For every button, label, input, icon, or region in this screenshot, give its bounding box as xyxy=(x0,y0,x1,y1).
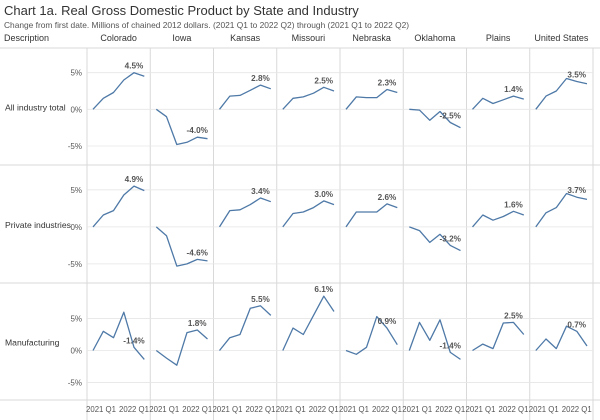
data-label: 1.6% xyxy=(504,200,523,209)
x-tick-label: 2021 Q1 xyxy=(466,405,496,414)
chart-structure xyxy=(0,47,600,420)
data-label: -1.4% xyxy=(123,336,145,345)
row-label-all-industry-total: All industry total xyxy=(5,103,66,113)
column-header-colorado: Colorado xyxy=(100,33,137,43)
data-label: -2.5% xyxy=(440,112,462,121)
x-tick-label: 2022 Q1 xyxy=(435,405,465,414)
series-line-manufacturing-iowa xyxy=(155,329,208,366)
x-tick-label: 2022 Q1 xyxy=(562,405,592,414)
series-line-manufacturing-united-states xyxy=(535,325,588,351)
data-label: -4.0% xyxy=(187,126,209,135)
series-line-private-industries-united-states xyxy=(535,192,588,228)
data-label: 1.8% xyxy=(188,319,207,328)
data-label: 3.7% xyxy=(567,186,586,195)
data-label: 2.3% xyxy=(378,79,397,88)
series-line-private-industries-kansas xyxy=(218,197,272,228)
chart-labels: Description Colorado Iowa Kansas Missouri Neb… xyxy=(4,33,592,414)
x-tick-label: 2021 Q1 xyxy=(339,405,369,414)
series-line-all-industry-total-kansas xyxy=(218,84,272,110)
row-label-manufacturing: Manufacturing xyxy=(5,338,60,348)
x-tick-label: 2021 Q1 xyxy=(529,405,559,414)
chart-title: Chart 1a. Real Gross Domestic Product by… xyxy=(4,3,359,18)
series-line-manufacturing-kansas xyxy=(218,305,272,351)
data-label: 1.4% xyxy=(504,85,523,94)
series-line-private-industries-iowa xyxy=(155,226,208,267)
series-line-manufacturing-colorado xyxy=(92,311,145,360)
column-header-description: Description xyxy=(4,33,49,43)
data-label: 6.1% xyxy=(314,285,333,294)
chart-lines xyxy=(92,72,588,366)
series-line-manufacturing-nebraska xyxy=(345,315,398,355)
x-tick-label: 2021 Q1 xyxy=(213,405,243,414)
data-label: 0.9% xyxy=(378,317,397,326)
x-tick-label: 2022 Q1 xyxy=(182,405,212,414)
y-tick-label: 0% xyxy=(70,105,82,114)
series-line-private-industries-colorado xyxy=(92,185,145,228)
y-tick-label: 0% xyxy=(70,223,82,232)
data-label: 3.0% xyxy=(314,190,333,199)
row-label-private-industries: Private industries xyxy=(5,220,71,230)
column-header-nebraska: Nebraska xyxy=(352,33,391,43)
series-line-manufacturing-missouri xyxy=(282,295,335,351)
y-tick-label: -5% xyxy=(68,378,82,387)
series-line-all-industry-total-oklahoma xyxy=(409,108,461,129)
data-label: 2.8% xyxy=(251,74,270,83)
x-tick-label: 2021 Q1 xyxy=(402,405,432,414)
column-header-missouri: Missouri xyxy=(292,33,326,43)
y-tick-label: 0% xyxy=(70,346,82,355)
series-line-private-industries-nebraska xyxy=(345,203,398,228)
series-line-private-industries-oklahoma xyxy=(409,226,461,252)
data-label: 2.6% xyxy=(378,193,397,202)
data-label: -4.6% xyxy=(187,248,209,257)
series-line-private-industries-plains xyxy=(472,210,525,228)
data-label: 2.5% xyxy=(314,76,333,85)
data-label: -3.2% xyxy=(440,234,462,243)
y-tick-label: 5% xyxy=(70,315,82,324)
x-tick-label: 2022 Q1 xyxy=(499,405,529,414)
column-header-kansas: Kansas xyxy=(230,33,261,43)
y-tick-label: 5% xyxy=(70,69,82,78)
series-line-all-industry-total-plains xyxy=(472,95,524,110)
x-tick-label: 2021 Q1 xyxy=(276,405,306,414)
series-line-all-industry-total-united-states xyxy=(535,77,588,110)
series-line-all-industry-total-missouri xyxy=(282,86,335,110)
y-tick-label: -5% xyxy=(68,260,82,269)
column-header-plains: Plains xyxy=(486,33,511,43)
series-line-all-industry-total-iowa xyxy=(155,108,208,146)
column-header-oklahoma: Oklahoma xyxy=(414,33,455,43)
series-line-private-industries-missouri xyxy=(282,200,335,228)
y-tick-label: -5% xyxy=(68,142,82,151)
x-tick-label: 2021 Q1 xyxy=(86,405,116,414)
x-tick-label: 2022 Q1 xyxy=(246,405,276,414)
data-label: 5.5% xyxy=(251,295,270,304)
column-header-united-states: United States xyxy=(534,33,589,43)
series-line-manufacturing-oklahoma xyxy=(408,319,461,360)
chart-subtitle: Change from first date. Millions of chai… xyxy=(4,20,410,30)
data-label: 0.7% xyxy=(567,320,586,329)
x-tick-label: 2022 Q1 xyxy=(372,405,402,414)
series-line-manufacturing-plains xyxy=(472,321,525,352)
data-label: 4.9% xyxy=(125,175,144,184)
series-line-all-industry-total-nebraska xyxy=(345,88,398,110)
data-label: 2.5% xyxy=(504,311,523,320)
data-label: 3.5% xyxy=(567,70,586,79)
series-line-all-industry-total-colorado xyxy=(92,72,145,110)
x-tick-label: 2022 Q1 xyxy=(309,405,339,414)
column-header-iowa: Iowa xyxy=(172,33,191,43)
data-label: 3.4% xyxy=(251,187,270,196)
data-label: -1.4% xyxy=(440,341,462,350)
x-tick-label: 2021 Q1 xyxy=(149,405,179,414)
x-tick-label: 2022 Q1 xyxy=(119,405,149,414)
y-tick-label: 5% xyxy=(70,186,82,195)
data-label: 4.5% xyxy=(125,62,144,71)
